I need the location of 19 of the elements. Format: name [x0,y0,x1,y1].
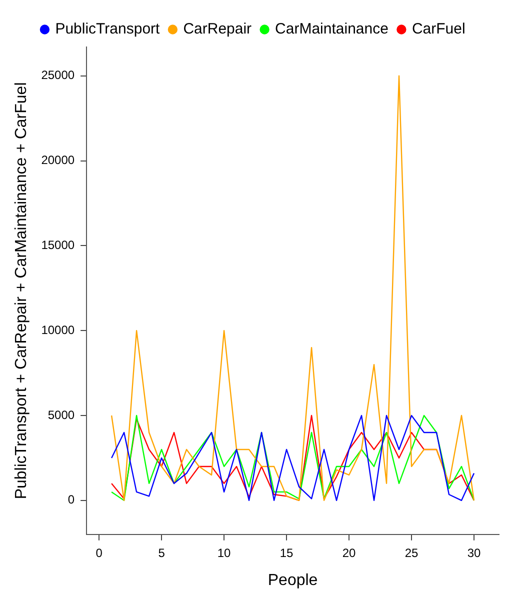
y-axis-title: PublicTransport + CarRepair + CarMaintainance + CarFuel [13,82,30,500]
y-tick-label: 0 [68,492,75,507]
x-tick-label: 30 [467,546,481,560]
legend-label: PublicTransport [55,20,161,38]
y-tick-label: 20000 [41,153,75,168]
legend-label: CarMaintainance [275,20,388,38]
y-tick-label: 5000 [48,408,75,422]
x-tick-label: 5 [158,546,166,560]
x-tick-label: 25 [404,546,419,560]
y-tick-label: 10000 [41,322,75,337]
x-tick-label: 20 [342,546,356,560]
legend-label: CarRepair [183,20,252,38]
y-tick-label: 25000 [41,68,75,82]
x-tick-label: 10 [217,546,232,560]
x-tick-label: 0 [96,546,103,560]
y-tick-label: 15000 [41,238,75,252]
x-tick-label: 15 [280,546,294,560]
x-axis-title: People [268,572,318,589]
legend-label: CarFuel [412,20,466,38]
